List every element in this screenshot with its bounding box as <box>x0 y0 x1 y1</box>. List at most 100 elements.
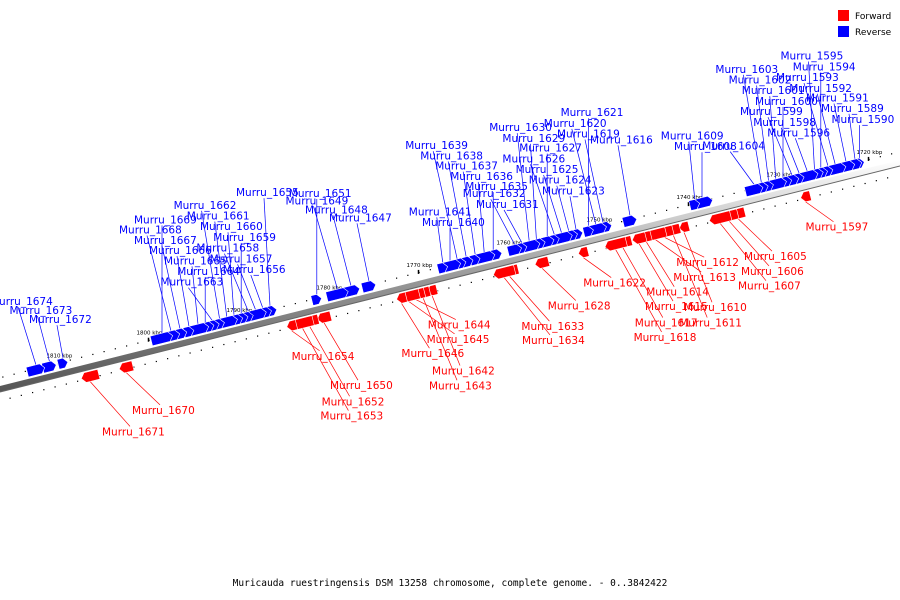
leader-line <box>509 275 550 322</box>
gene-label-reverse: Murru_1591 <box>806 93 869 105</box>
gene-label-reverse: Murru_1667 <box>134 235 197 247</box>
leader-line <box>794 138 808 172</box>
leader-line <box>541 267 577 301</box>
gene-label-forward: Murru_1634 <box>522 335 585 347</box>
scale-dot <box>407 274 409 276</box>
leader-line <box>816 93 836 165</box>
gene-label-forward: Murru_1642 <box>432 366 495 378</box>
chromosome-backbone <box>0 160 900 393</box>
scale-dot <box>527 267 529 269</box>
leader-line <box>477 181 485 253</box>
scale-dot <box>81 356 83 358</box>
gene-arrow <box>621 214 638 228</box>
gene-arrow <box>396 291 408 304</box>
gene-label-forward: Murru_1654 <box>292 351 355 363</box>
gene-label-forward: Murru_1617 <box>635 318 698 330</box>
gene-label-reverse: Murru_1624 <box>529 175 592 187</box>
legend-swatch-forward <box>838 10 849 21</box>
leader-line <box>224 253 249 312</box>
gene-label-reverse: Murru_1619 <box>557 129 620 141</box>
tick-label: 1760 kbp <box>497 240 523 246</box>
scale-dot <box>722 195 724 197</box>
gene-label-reverse: Murru_1672 <box>29 314 92 326</box>
gene-label-reverse: Murru_1659 <box>213 232 276 244</box>
gene-arrow <box>604 236 628 252</box>
gene-label-forward: Murru_1605 <box>744 251 807 263</box>
gene-label-reverse: Murru_1649 <box>286 195 349 207</box>
gene-label-forward: Murru_1643 <box>429 380 492 392</box>
gene-label-reverse: Murru_1590 <box>832 114 895 126</box>
gene-label-reverse: Murru_1669 <box>134 214 197 226</box>
scale-dot <box>437 290 439 292</box>
leader-line <box>556 185 570 232</box>
leader-line <box>313 206 338 290</box>
scale-dot <box>429 269 431 271</box>
scale-dot <box>223 343 225 346</box>
scale-dot <box>864 182 866 185</box>
legend-label-reverse: Reverse <box>855 28 892 38</box>
leader-line <box>654 239 702 273</box>
leader-line <box>431 295 461 366</box>
gene-arrow <box>577 246 590 258</box>
leader-line <box>447 161 467 257</box>
leader-line <box>672 234 708 318</box>
gene-label-reverse: Murru_1665 <box>164 255 227 267</box>
gene-label-reverse: Murru_1627 <box>519 143 582 155</box>
scale-dot <box>733 192 735 195</box>
scale-dot <box>167 358 169 360</box>
gene-label-reverse: Murru_1661 <box>187 211 250 223</box>
scale-dot <box>785 202 787 204</box>
gene-label-reverse: Murru_1599 <box>740 106 803 118</box>
label-leader-lines <box>17 61 860 427</box>
legend: Forward Reverse <box>838 10 892 38</box>
scale-dot <box>24 370 26 372</box>
gene-label-forward: Murru_1611 <box>679 317 742 329</box>
gene-label-reverse: Murru_1638 <box>420 150 483 162</box>
leader-line <box>617 145 631 216</box>
genome-caption: Muricauda ruestringensis DSM 13258 chrom… <box>232 578 668 589</box>
leader-line <box>503 277 551 336</box>
leader-line <box>415 299 456 320</box>
gene-label-reverse: Murru_1658 <box>196 243 259 255</box>
leader-line <box>584 139 604 223</box>
scale-dot <box>335 315 337 317</box>
gene-arrow <box>118 360 135 374</box>
scale-dot <box>853 185 855 187</box>
legend-label-forward: Forward <box>855 12 891 22</box>
gene-label-reverse: Murru_1673 <box>10 305 73 317</box>
gene-label-reverse: Murru_1594 <box>793 61 856 73</box>
scale-dot <box>875 180 877 182</box>
leader-line <box>161 245 181 329</box>
gene-label-reverse: Murru_1630 <box>489 122 552 134</box>
scale-dot <box>482 278 484 281</box>
leader-line <box>356 223 370 282</box>
gene-arrow <box>534 256 551 269</box>
gene-label-reverse: Murru_1601 <box>742 85 805 97</box>
gene-label-forward: Murru_1652 <box>322 396 385 408</box>
scale-dot <box>9 397 11 399</box>
gene-label-forward: Murru_1628 <box>548 300 611 312</box>
scale-dot <box>707 222 709 224</box>
scale-dot <box>54 386 56 388</box>
gene-label-reverse: Murru_1625 <box>516 164 579 176</box>
gene-arrow <box>360 280 377 294</box>
scale-dot <box>396 277 398 279</box>
scale-dot <box>380 304 382 306</box>
gene-arrow <box>325 287 349 303</box>
gene-label-reverse: Murru_1632 <box>463 188 526 200</box>
gene-label-forward: Murru_1610 <box>684 302 747 314</box>
leader-line <box>401 303 430 349</box>
gene-arrow <box>800 190 812 203</box>
gene-label-reverse: Murru_1600 <box>755 96 818 108</box>
scale-dot <box>560 259 562 261</box>
gene-label-reverse: Murru_1596 <box>767 127 830 139</box>
leader-line <box>615 249 662 333</box>
scale-dot <box>2 376 4 378</box>
gene-label-reverse: Murru_1608 <box>674 141 737 153</box>
leader-line <box>227 232 235 316</box>
gene-label-reverse: Murru_1651 <box>289 188 352 200</box>
gene-arrow <box>631 231 648 245</box>
gene-label-forward: Murru_1645 <box>427 334 490 346</box>
scale-dot <box>868 158 870 161</box>
tick-label: 1740 kbp <box>677 195 703 201</box>
